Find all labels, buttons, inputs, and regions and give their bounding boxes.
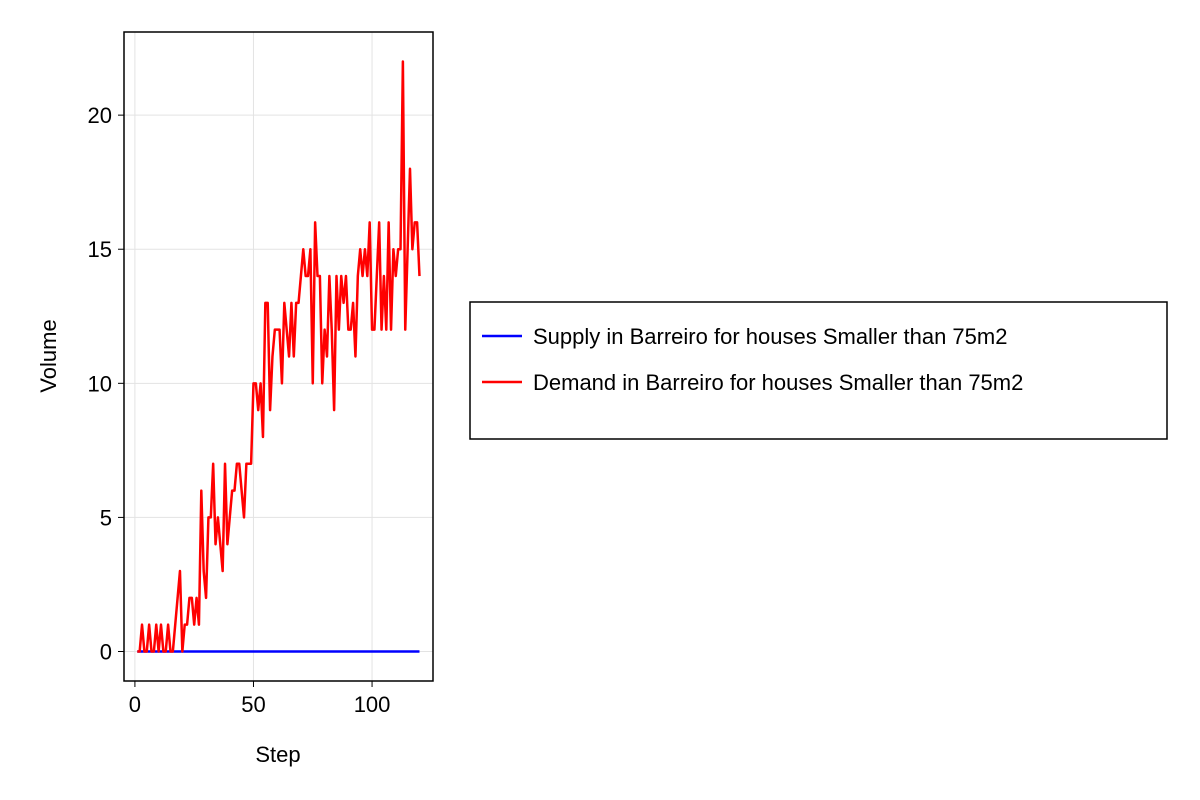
x-axis-label: Step xyxy=(255,742,300,767)
legend-box xyxy=(469,301,1168,440)
y-tick-label: 20 xyxy=(88,103,112,128)
x-tick-label: 50 xyxy=(241,692,265,717)
plot-frame xyxy=(123,31,434,682)
y-tick-label: 5 xyxy=(100,505,112,530)
y-tick-label: 10 xyxy=(88,371,112,396)
y-tick-label: 15 xyxy=(88,237,112,262)
x-tick-label: 0 xyxy=(129,692,141,717)
line-series xyxy=(137,60,421,653)
legend-label: Supply in Barreiro for houses Smaller th… xyxy=(533,324,1007,349)
y-tick-label: 0 xyxy=(100,640,112,665)
x-tick-label: 100 xyxy=(354,692,391,717)
legend-label: Demand in Barreiro for houses Smaller th… xyxy=(533,370,1023,395)
y-axis-label: Volume xyxy=(36,319,61,392)
